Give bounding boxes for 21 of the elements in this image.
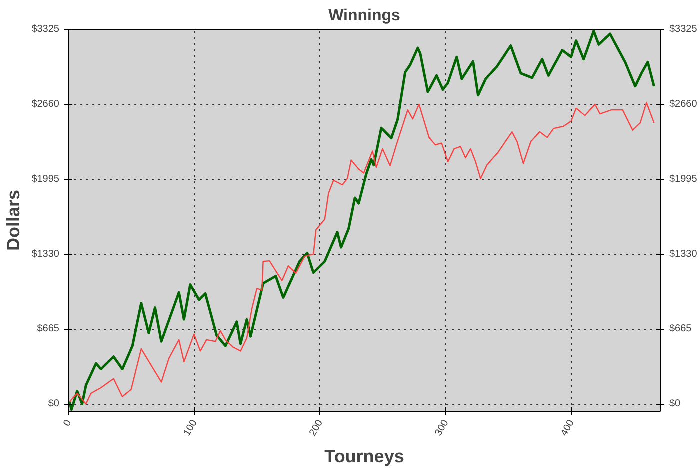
x-tick-label: 400 — [559, 418, 578, 438]
y2-tick-label: $0 — [670, 398, 682, 410]
y-axis-title: Dollars — [4, 190, 24, 252]
y-tick-label: $2660 — [32, 98, 60, 110]
y2-tick-label: $3325 — [670, 24, 698, 35]
line-series — [69, 102, 655, 405]
y-tick-label: $1995 — [32, 174, 60, 185]
y2-tick-label: $665 — [670, 324, 692, 335]
y-tick-label: $3325 — [32, 24, 60, 35]
x-tick-label: 300 — [433, 418, 452, 438]
x-axis-title: Tourneys — [324, 446, 404, 466]
x-tick-label: 0 — [62, 418, 74, 429]
y-tick-label: $665 — [37, 324, 60, 335]
y-tick-label: $1330 — [32, 248, 60, 260]
y2-tick-label: $1995 — [670, 174, 698, 185]
y-tick-label: $0 — [48, 398, 60, 410]
y2-tick-label: $1330 — [670, 248, 698, 260]
x-tick-label: 200 — [308, 418, 326, 438]
chart-title: Winnings — [328, 8, 401, 24]
x-tick-label: 100 — [182, 418, 200, 438]
y2-tick-label: $2660 — [670, 98, 698, 110]
